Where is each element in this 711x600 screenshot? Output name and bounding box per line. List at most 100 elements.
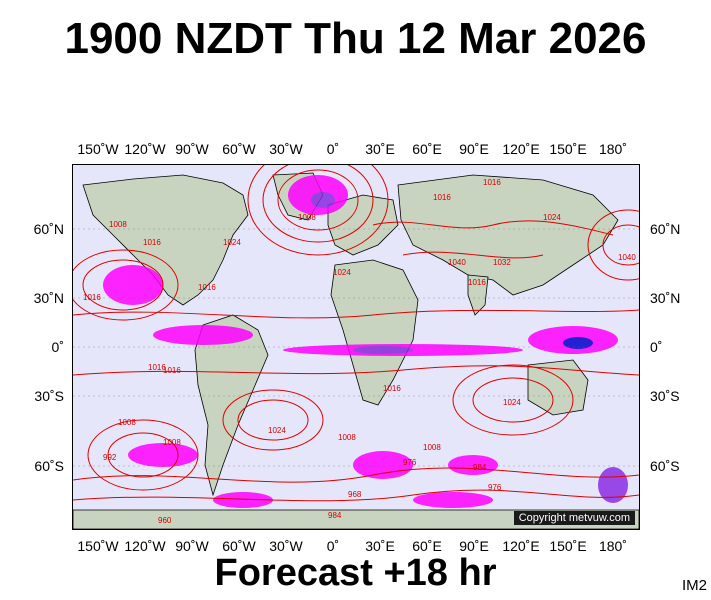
isobar-ring: [247, 165, 389, 256]
antarctica-land: [73, 509, 639, 529]
pressure-label: 1016: [433, 193, 451, 202]
lat-tick-left: 30˚S: [34, 388, 64, 404]
lon-tick-top: 60˚W: [222, 141, 256, 157]
lon-tick-top: 60˚E: [412, 141, 442, 157]
precip-blob: [311, 192, 335, 208]
pressure-label: 1016: [143, 238, 161, 247]
pressure-label: 960: [158, 516, 172, 525]
isobar-ring: [602, 224, 639, 266]
pressure-label: 1024: [543, 213, 561, 222]
pressure-label: 992: [103, 453, 117, 462]
isobar-ring: [222, 389, 324, 451]
isobar-ring: [237, 399, 309, 441]
lon-tick-bottom: 60˚E: [412, 538, 442, 554]
pressure-label: 984: [328, 511, 342, 520]
south-america-land: [194, 314, 269, 497]
pressure-label: 1016: [483, 178, 501, 187]
pressure-label: 1040: [448, 258, 466, 267]
land-layer: [73, 172, 639, 529]
map-canvas: 1008 1016 1016 1024 1016 1024 1008 1016 …: [73, 165, 639, 529]
isobar-layer: [73, 165, 639, 502]
pressure-label-layer: 1008 1016 1016 1024 1016 1024 1008 1016 …: [83, 178, 636, 525]
lat-tick-left: 0˚: [51, 339, 64, 355]
pressure-label: 1008: [163, 438, 181, 447]
isobar-line: [73, 489, 639, 502]
asia-land: [397, 174, 619, 296]
pressure-label: 984: [473, 463, 487, 472]
lon-tick-top: 0˚: [326, 141, 340, 157]
isobar-ring: [82, 259, 164, 311]
world-map[interactable]: 1008 1016 1016 1024 1016 1024 1008 1016 …: [72, 164, 640, 530]
map-title: 1900 NZDT Thu 12 Mar 2026: [64, 14, 647, 63]
precip-blob: [448, 455, 498, 475]
lon-tick-bottom: 30˚E: [365, 538, 395, 554]
precipitation-layer: [103, 175, 628, 508]
north-america-land: [82, 174, 249, 306]
lon-tick-bottom: 30˚W: [269, 538, 303, 554]
isobar-ring: [73, 249, 179, 321]
precip-blob: [353, 451, 413, 479]
lon-tick-bottom: 150˚W: [77, 538, 119, 554]
lon-tick-top: 150˚E: [549, 141, 587, 157]
pressure-label: 1016: [148, 363, 166, 372]
lon-tick-bottom: 150˚E: [549, 538, 587, 554]
precip-blob: [413, 492, 493, 508]
pressure-label: 976: [488, 483, 502, 492]
africa-land: [330, 259, 419, 406]
lon-tick-top: 30˚E: [365, 141, 395, 157]
isobar-ring: [277, 169, 359, 231]
isobar-line: [73, 309, 639, 319]
forecast-label: Forecast +18 hr: [214, 552, 497, 594]
lon-tick-top: 30˚W: [269, 141, 303, 157]
pressure-label: 1008: [118, 418, 136, 427]
pressure-label: 1016: [163, 366, 181, 375]
lon-tick-bottom: 180˚: [598, 538, 628, 554]
pressure-label: 1016: [83, 293, 101, 302]
lat-tick-right: 0˚: [650, 339, 663, 355]
pressure-label: 1024: [503, 398, 521, 407]
lon-tick-bottom: 120˚W: [124, 538, 166, 554]
lat-tick-right: 60˚N: [650, 221, 681, 237]
lon-tick-bottom: 120˚E: [502, 538, 540, 554]
lon-tick-top: 150˚W: [77, 141, 119, 157]
precip-blob: [353, 346, 413, 354]
graticule-layer: [73, 228, 639, 467]
precip-blob: [103, 265, 163, 305]
precip-blob: [153, 325, 253, 345]
pressure-label: 1032: [493, 258, 511, 267]
lon-tick-bottom: 90˚E: [459, 538, 489, 554]
lon-tick-top: 120˚E: [502, 141, 540, 157]
isobar-ring: [587, 209, 639, 281]
pressure-label: 1024: [333, 268, 351, 277]
precip-blob: [598, 467, 628, 503]
lon-tick-top: 90˚E: [459, 141, 489, 157]
lat-tick-right: 30˚S: [650, 388, 680, 404]
lon-tick-bottom: 90˚W: [175, 538, 209, 554]
pressure-label: 1016: [383, 384, 401, 393]
copyright-label: Copyright metvuw.com: [513, 511, 635, 525]
lon-tick-top: 120˚W: [124, 141, 166, 157]
lon-tick-bottom: 60˚W: [222, 538, 256, 554]
lat-tick-left: 60˚N: [33, 221, 64, 237]
pressure-label: 968: [348, 490, 362, 499]
isobar-ring: [472, 377, 554, 423]
isobar-ring: [452, 364, 574, 436]
isobar-line: [73, 467, 639, 483]
pressure-label: 1024: [223, 238, 241, 247]
lon-tick-bottom: 0˚: [326, 538, 340, 554]
isobar-ring: [107, 432, 179, 478]
isobar-ring: [87, 419, 199, 491]
lon-tick-top: 180˚: [598, 141, 628, 157]
pressure-label: 1008: [298, 213, 316, 222]
lat-tick-left: 30˚N: [33, 290, 64, 306]
pressure-label: 1008: [423, 443, 441, 452]
isobar-line: [402, 251, 544, 259]
pressure-label: 1024: [268, 426, 286, 435]
lat-tick-left: 60˚S: [34, 458, 64, 474]
lon-tick-top: 90˚W: [175, 141, 209, 157]
lat-tick-right: 60˚S: [650, 458, 680, 474]
pressure-label: 1016: [198, 283, 216, 292]
isobar-line: [372, 220, 614, 236]
isobar-line: [73, 365, 639, 376]
precip-blob: [128, 443, 198, 467]
